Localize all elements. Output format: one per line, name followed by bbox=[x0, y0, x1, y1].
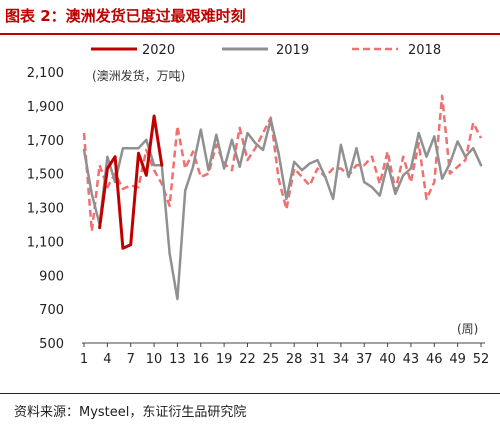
x-tick-label: 25 bbox=[263, 352, 280, 367]
x-tick-label: 28 bbox=[286, 352, 303, 367]
x-tick-label: 46 bbox=[426, 352, 443, 367]
series-layer bbox=[82, 94, 483, 301]
x-tick-label: 22 bbox=[239, 352, 256, 367]
y-tick-label: 1,100 bbox=[27, 235, 64, 250]
y-tick-label: 900 bbox=[39, 269, 64, 284]
x-tick-label: 37 bbox=[356, 352, 373, 367]
legend-label-2020: 2020 bbox=[142, 43, 175, 58]
y-tick-label: 500 bbox=[39, 337, 64, 352]
x-tick-label: 13 bbox=[169, 352, 186, 367]
x-tick-label: 40 bbox=[379, 352, 396, 367]
source-divider bbox=[0, 393, 500, 394]
y-tick-label: 2,100 bbox=[27, 66, 64, 81]
x-tick-label: 1 bbox=[80, 352, 88, 367]
x-tick-label: 49 bbox=[449, 352, 466, 367]
x-tick-label: 31 bbox=[309, 352, 326, 367]
y-tick-label: 1,300 bbox=[27, 202, 64, 217]
series-line-2019 bbox=[82, 118, 483, 301]
x-axis-unit-label: (周) bbox=[457, 322, 478, 336]
x-tick-label: 43 bbox=[403, 352, 420, 367]
x-tick-label: 19 bbox=[216, 352, 233, 367]
series-line-2020 bbox=[98, 114, 164, 250]
line-chart: 2020 2019 2018 (澳洲发货，万吨) (周) 500 700 900 1,10… bbox=[27, 43, 490, 367]
y-tick-label: 700 bbox=[39, 303, 64, 318]
figure-title: 图表 2：澳洲发货已度过最艰难时刻 bbox=[5, 7, 246, 25]
y-tick-label: 1,500 bbox=[27, 168, 64, 183]
x-axis: 1 4 7 10 13 16 19 22 25 28 31 34 37 40 43 46 49 52 bbox=[80, 342, 490, 367]
legend-label-2019: 2019 bbox=[276, 43, 309, 58]
y-tick-label: 1,900 bbox=[27, 100, 64, 115]
series-line-2018 bbox=[82, 94, 483, 233]
x-tick-label: 10 bbox=[146, 352, 163, 367]
legend-label-2018: 2018 bbox=[408, 43, 441, 58]
x-tick-label: 34 bbox=[333, 352, 350, 367]
chart-legend: 2020 2019 2018 bbox=[91, 43, 441, 58]
x-tick-label: 4 bbox=[103, 352, 111, 367]
source-note: 资料来源：Mysteel，东证衍生品研究院 bbox=[14, 405, 247, 420]
x-tick-label: 16 bbox=[192, 352, 209, 367]
x-tick-label: 7 bbox=[127, 352, 135, 367]
title-underline bbox=[0, 33, 500, 35]
y-tick-label: 1,700 bbox=[27, 134, 64, 149]
x-tick-label: 52 bbox=[473, 352, 490, 367]
y-axis-label: (澳洲发货，万吨) bbox=[92, 68, 185, 83]
y-axis-ticks: 500 700 900 1,100 1,300 1,500 1,700 1,900 2,100 bbox=[27, 66, 64, 352]
